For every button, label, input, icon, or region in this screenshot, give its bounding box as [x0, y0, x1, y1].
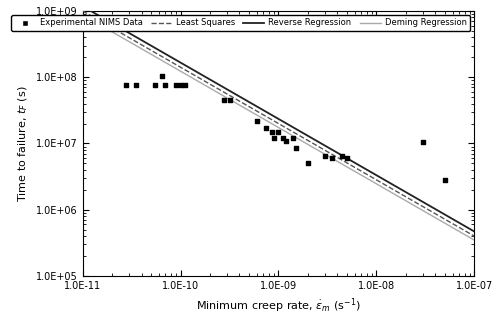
Point	[220, 98, 228, 103]
Point	[172, 83, 180, 88]
Point	[321, 153, 329, 158]
Point	[162, 83, 170, 88]
Point	[292, 146, 300, 151]
Point	[226, 98, 234, 103]
Point	[252, 118, 260, 123]
Point	[282, 138, 290, 143]
Legend: Experimental NIMS Data, Least Squares, Reverse Regression, Deming Regression: Experimental NIMS Data, Least Squares, R…	[12, 15, 470, 31]
Point	[343, 156, 351, 161]
Point	[278, 136, 286, 141]
Point	[151, 83, 159, 88]
Point	[180, 83, 188, 88]
Point	[268, 129, 276, 134]
Point	[419, 139, 427, 145]
Point	[262, 126, 270, 131]
Point	[304, 161, 312, 166]
Point	[338, 153, 346, 158]
Y-axis label: Time to failure, $t_F$ (s): Time to failure, $t_F$ (s)	[17, 85, 30, 202]
Point	[274, 129, 282, 134]
Point	[441, 177, 449, 183]
Point	[328, 156, 336, 161]
Point	[132, 83, 140, 88]
Point	[289, 136, 297, 141]
X-axis label: Minimum creep rate, $\dot{\varepsilon}_{m}$ (s$^{-1}$): Minimum creep rate, $\dot{\varepsilon}_{…	[196, 297, 361, 315]
Point	[176, 83, 184, 88]
Point	[122, 83, 130, 88]
Point	[270, 136, 278, 141]
Point	[158, 73, 166, 78]
